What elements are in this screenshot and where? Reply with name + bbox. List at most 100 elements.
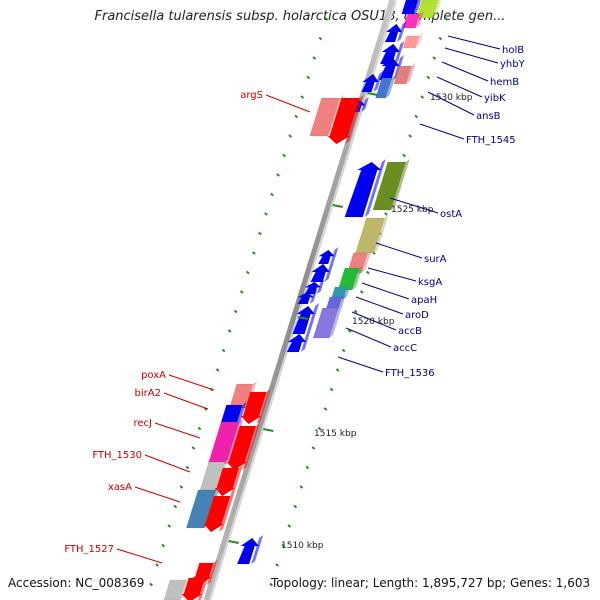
- gene-label-reverse: ansB: [476, 111, 501, 122]
- minor-tick: [408, 134, 412, 138]
- minor-tick: [245, 270, 250, 275]
- gene-feature-side: [219, 493, 235, 532]
- label-leader: [154, 422, 201, 439]
- label-leader: [436, 76, 483, 98]
- minor-tick: [149, 582, 153, 587]
- gene-labels: holB yhbY hemB yibK ansB FTH_1545 ostA surA ksgA…: [64, 45, 525, 555]
- gene-feature-side: [413, 0, 422, 14]
- minor-tick: [329, 387, 334, 392]
- gene-feature: [202, 495, 231, 533]
- minor-tick: [347, 329, 352, 333]
- minor-tick: [384, 212, 388, 216]
- minor-tick: [215, 368, 220, 372]
- minor-tick: [288, 134, 292, 138]
- tick-label: 1520 kbp: [352, 317, 395, 327]
- minor-tick: [264, 212, 268, 216]
- minor-tick: [432, 56, 437, 60]
- minor-tick: [306, 75, 311, 80]
- gene-feature-side: [242, 423, 260, 470]
- gene-label-reverse: ostA: [440, 209, 462, 220]
- gene-label-reverse: accC: [393, 343, 417, 354]
- minor-tick: [444, 17, 449, 21]
- gene-feature-side: [415, 11, 424, 28]
- gene-feature-side: [300, 331, 311, 352]
- gene-feature: [163, 579, 187, 600]
- minor-tick: [287, 524, 292, 528]
- minor-tick: [167, 524, 172, 528]
- gene-feature-side: [364, 159, 386, 217]
- gene-feature-side: [306, 303, 320, 334]
- minor-tick: [197, 426, 202, 431]
- label-leader: [345, 327, 392, 348]
- gene-feature-side: [385, 75, 396, 98]
- major-tick: [228, 540, 239, 544]
- gene-label-reverse: apaH: [411, 295, 437, 306]
- label-leader: [389, 197, 439, 214]
- minor-tick: [305, 465, 310, 470]
- gene-feature-side: [432, 0, 442, 18]
- label-leader: [337, 356, 384, 373]
- minor-tick: [281, 543, 286, 548]
- label-leader: [375, 242, 423, 259]
- accession-text: Accession: NC_008369: [8, 576, 145, 590]
- gene-label-forward: FTH_1530: [92, 450, 142, 461]
- minor-tick: [233, 309, 238, 314]
- minor-tick: [294, 114, 299, 119]
- minor-tick: [341, 348, 346, 353]
- label-leader: [355, 296, 404, 315]
- minor-tick: [420, 95, 425, 99]
- gene-feature-side: [206, 560, 218, 585]
- gene-label-reverse: surA: [424, 254, 447, 265]
- label-leader: [419, 123, 465, 140]
- minor-tick: [155, 563, 160, 567]
- gene-feature-side: [396, 21, 407, 42]
- major-tick: [332, 204, 343, 208]
- gene-feature-side: [230, 465, 243, 496]
- label-leader: [367, 267, 417, 282]
- gene-feature-side: [236, 402, 247, 425]
- gene-feature-side: [198, 575, 209, 600]
- gene-label-reverse: yhbY: [500, 59, 526, 70]
- label-leader: [168, 374, 215, 391]
- gene-label-forward: xasA: [108, 482, 132, 493]
- gene-feature-side: [352, 265, 363, 290]
- minor-tick: [299, 485, 304, 489]
- minor-tick: [311, 446, 316, 450]
- minor-tick: [258, 231, 262, 236]
- label-leader: [144, 454, 191, 473]
- gene-label-reverse: FTH_1536: [385, 368, 435, 379]
- tick-label: 1510 kbp: [281, 541, 324, 551]
- gene-feature-side: [329, 305, 343, 338]
- gene-label-reverse: holB: [502, 45, 524, 56]
- gene-feature-side: [390, 159, 410, 210]
- minor-tick: [312, 56, 317, 60]
- label-leader: [444, 47, 499, 64]
- minor-tick: [335, 368, 340, 372]
- gene-feature-side: [415, 33, 423, 48]
- gene-feature-side: [393, 55, 405, 80]
- minor-tick: [324, 17, 329, 21]
- minor-tick-marks: [149, 17, 449, 587]
- label-leader: [447, 35, 501, 50]
- minor-tick: [275, 563, 280, 567]
- gene-label-reverse: yibK: [484, 93, 506, 104]
- minor-tick: [185, 465, 190, 470]
- minor-tick: [438, 36, 443, 41]
- gene-label-forward: argS: [240, 90, 263, 101]
- label-leader: [163, 392, 209, 410]
- minor-tick: [293, 504, 298, 509]
- topology-text: Topology: linear; Length: 1,895,727 bp; …: [271, 576, 591, 590]
- label-leader: [427, 91, 475, 116]
- minor-tick: [318, 36, 323, 41]
- minor-tick: [414, 114, 419, 119]
- gene-feature-side: [338, 294, 346, 309]
- label-leader: [441, 61, 489, 82]
- minor-tick: [359, 290, 364, 294]
- minor-tick: [252, 251, 256, 255]
- gene-label-forward: poxA: [141, 370, 166, 381]
- tick-label: 1530 kbp: [430, 93, 473, 103]
- label-leader-lines: [116, 35, 501, 564]
- label-leader: [134, 486, 181, 503]
- minor-tick: [179, 485, 184, 489]
- minor-tick: [300, 95, 305, 99]
